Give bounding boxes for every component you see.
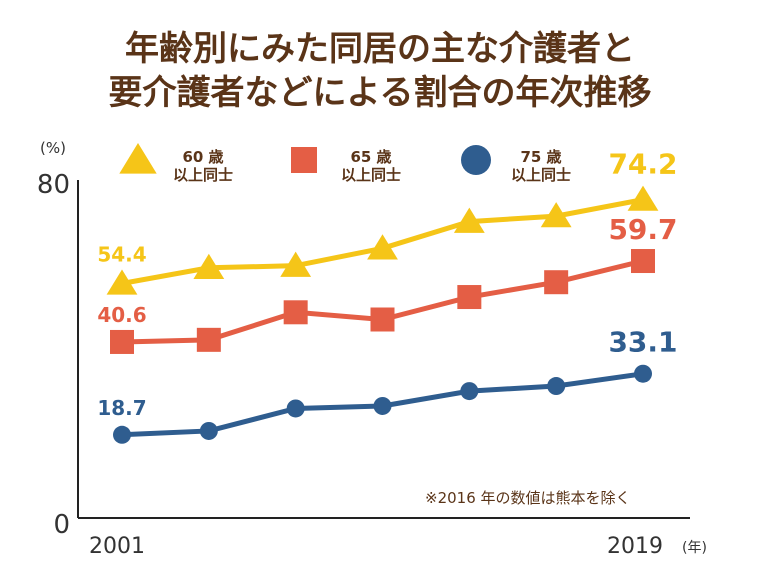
data-point-60 bbox=[627, 185, 659, 211]
data-point-65 bbox=[110, 329, 134, 354]
legend-60-line2: 以上同士 bbox=[172, 166, 233, 184]
legend-65-line1: 65 歳 bbox=[350, 148, 392, 166]
legend-label-60: 60 歳 以上同士 bbox=[158, 148, 248, 184]
data-label-65: 40.6 bbox=[97, 303, 146, 327]
data-point-65 bbox=[283, 300, 308, 325]
legend-marker-65 bbox=[291, 147, 317, 173]
data-point-75 bbox=[373, 396, 392, 415]
data-label-60: 74.2 bbox=[608, 148, 677, 181]
legend-label-75: 75 歳 以上同士 bbox=[496, 148, 586, 184]
y-axis-unit: (%) bbox=[40, 139, 66, 157]
data-point-60 bbox=[367, 234, 398, 260]
y-tick-label: 0 bbox=[53, 510, 70, 540]
data-label-65: 59.7 bbox=[608, 213, 677, 246]
chart-title-line2: 要介護者などによる割合の年次推移 bbox=[108, 73, 652, 113]
data-point-75 bbox=[634, 364, 652, 383]
data-label-60: 54.4 bbox=[97, 242, 146, 266]
legend-marker-75 bbox=[461, 145, 491, 175]
legend-75-line1: 75 歳 bbox=[520, 148, 562, 166]
data-point-75 bbox=[460, 382, 479, 401]
legend-75-line2: 以上同士 bbox=[510, 166, 571, 184]
data-point-60 bbox=[540, 202, 572, 228]
legend-65-line2: 以上同士 bbox=[340, 166, 401, 184]
data-point-65 bbox=[544, 270, 569, 295]
x-axis-unit: (年) bbox=[682, 540, 707, 556]
data-point-65 bbox=[457, 285, 482, 310]
data-label-75: 33.1 bbox=[608, 326, 677, 359]
data-point-65 bbox=[196, 327, 221, 352]
x-tick-label: 2001 bbox=[89, 534, 145, 559]
y-tick-label: 80 bbox=[37, 170, 70, 200]
data-point-60 bbox=[193, 253, 225, 280]
data-label-75: 18.7 bbox=[97, 396, 146, 420]
data-point-65 bbox=[370, 307, 395, 332]
chart-title-line1: 年齢別にみた同居の主な介護者と bbox=[125, 29, 635, 69]
data-point-65 bbox=[631, 249, 655, 274]
data-point-60 bbox=[280, 251, 312, 277]
legend-marker-60 bbox=[119, 143, 157, 174]
data-point-60 bbox=[106, 269, 138, 295]
data-point-75 bbox=[286, 399, 305, 418]
x-tick-label: 2019 bbox=[607, 534, 663, 559]
footnote: ※2016 年の数値は熊本を除く bbox=[425, 489, 631, 507]
data-point-60 bbox=[453, 207, 485, 233]
data-point-75 bbox=[547, 377, 566, 396]
legend-label-65: 65 歳 以上同士 bbox=[326, 148, 416, 184]
legend-60-line1: 60 歳 bbox=[182, 148, 224, 166]
data-point-75 bbox=[199, 421, 218, 440]
data-point-75 bbox=[113, 425, 131, 444]
